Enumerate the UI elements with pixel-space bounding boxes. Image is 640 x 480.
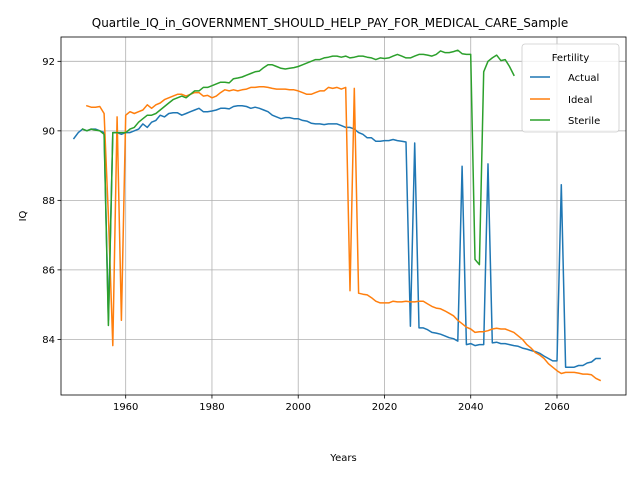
series-line-actual (72, 105, 601, 368)
x-tick-label: 2020 (372, 402, 397, 413)
chart-title: Quartile_IQ_in_GOVERNMENT_SHOULD_HELP_PA… (92, 16, 568, 30)
legend-title: Fertility (552, 53, 590, 64)
legend-label-ideal: Ideal (568, 95, 592, 106)
y-tick-label: 86 (42, 265, 55, 276)
x-tick-label: 2000 (285, 402, 310, 413)
legend-label-sterile: Sterile (568, 116, 600, 127)
x-tick-label: 2040 (458, 402, 483, 413)
x-tick-label: 1980 (199, 402, 224, 413)
y-tick-label: 90 (42, 126, 55, 137)
x-tick-label: 1960 (113, 402, 138, 413)
plot-frame (60, 36, 627, 396)
x-axis: 1960 1980 2000 2020 2040 2060 (113, 395, 570, 413)
y-tick-label: 92 (42, 57, 55, 68)
series-line-ideal (85, 85, 602, 382)
x-tick-label: 2060 (544, 402, 569, 413)
series-line-sterile (81, 49, 515, 327)
x-axis-label: Years (329, 453, 356, 464)
series-lines (72, 49, 602, 382)
y-tick-label: 88 (42, 196, 55, 207)
legend: Fertility Actual Ideal Sterile (521, 43, 620, 133)
y-axis: 84 86 88 90 92 (42, 57, 61, 346)
y-tick-label: 84 (42, 335, 55, 346)
legend-label-actual: Actual (568, 73, 599, 84)
legend-box (521, 43, 620, 133)
y-axis-label: IQ (18, 210, 29, 221)
